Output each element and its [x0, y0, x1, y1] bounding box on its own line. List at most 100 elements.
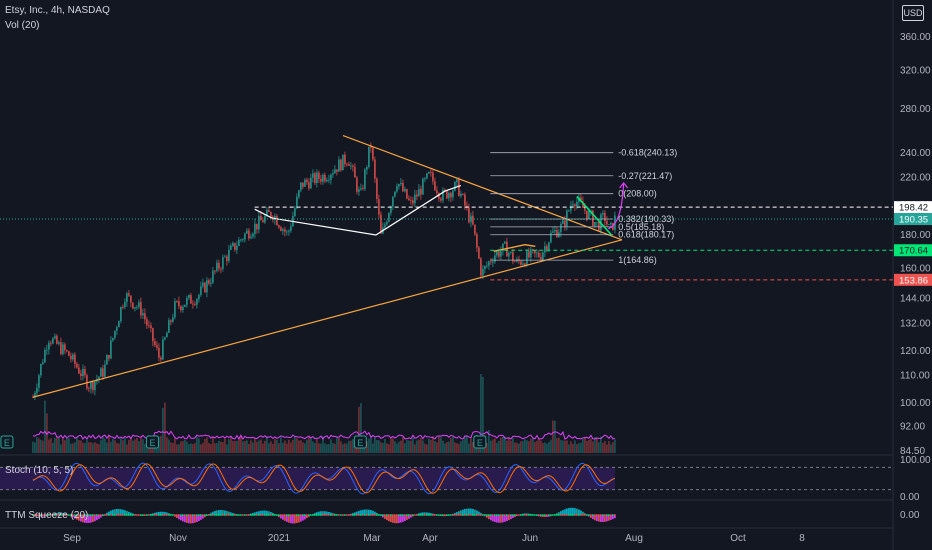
candle-body: [198, 294, 200, 300]
squeeze-dot: [614, 514, 616, 516]
candle-body: [184, 304, 186, 307]
squeeze-dot: [298, 514, 300, 516]
volume-bar: [178, 444, 180, 453]
candle-body: [284, 229, 286, 232]
candle-body: [88, 388, 90, 390]
candle-body: [466, 205, 468, 208]
candle-body: [580, 197, 582, 202]
candle-body: [114, 330, 116, 338]
volume-bar: [292, 439, 294, 453]
squeeze-dot: [72, 514, 74, 516]
squeeze-bar: [190, 515, 192, 524]
candle-body: [394, 191, 396, 197]
volume-bar: [574, 440, 576, 453]
squeeze-dot: [358, 514, 360, 516]
candle-body: [244, 233, 246, 240]
squeeze-bar: [182, 515, 184, 522]
squeeze-bar: [260, 510, 262, 516]
squeeze-bar: [230, 512, 232, 516]
squeeze-dot: [460, 514, 462, 516]
volume-bar: [446, 442, 448, 453]
squeeze-dot: [92, 514, 94, 516]
volume-bar: [268, 443, 270, 453]
squeeze-dot: [514, 514, 516, 516]
candle-body: [294, 208, 296, 217]
squeeze-dot: [104, 514, 106, 516]
volume-bar: [290, 442, 292, 453]
volume-bar: [338, 437, 340, 453]
candle-body: [340, 159, 342, 171]
candle-body: [162, 339, 164, 360]
squeeze-dot: [326, 514, 328, 516]
squeeze-dot: [280, 514, 282, 516]
candle-body: [42, 362, 44, 365]
currency-button[interactable]: USD: [902, 5, 924, 21]
squeeze-bar: [600, 515, 602, 522]
squeeze-bar: [570, 507, 572, 516]
squeeze-bar: [120, 509, 122, 516]
squeeze-dot: [414, 514, 416, 516]
squeeze-bar: [564, 509, 566, 516]
candle-body: [528, 251, 530, 258]
volume-bar: [522, 440, 524, 453]
squeeze-dot: [536, 514, 538, 516]
volume-bar: [440, 437, 442, 453]
squeeze-bar: [216, 510, 218, 516]
candle-body: [502, 243, 504, 252]
volume-bar: [402, 436, 404, 453]
squeeze-dot: [446, 514, 448, 516]
squeeze-dot: [398, 514, 400, 516]
squeeze-dot: [274, 514, 276, 516]
squeeze-dot: [372, 514, 374, 516]
volume-bar: [494, 438, 496, 453]
squeeze-dot: [408, 514, 410, 516]
squeeze-bar: [466, 508, 468, 516]
candle-body: [544, 246, 546, 253]
candle-body: [538, 252, 540, 258]
volume-bar: [304, 443, 306, 453]
squeeze-dot: [152, 514, 154, 516]
volume-bar: [230, 436, 232, 453]
squeeze-bar: [396, 515, 398, 524]
candle-body: [492, 261, 494, 263]
volume-bar: [110, 441, 112, 453]
squeeze-bar: [372, 510, 374, 516]
squeeze-bar: [406, 515, 408, 520]
volume-bar: [426, 444, 428, 453]
squeeze-dot: [416, 514, 418, 516]
candle-body: [522, 263, 524, 265]
volume-bar: [318, 443, 320, 453]
volume-bar: [90, 442, 92, 453]
squeeze-dot: [586, 514, 588, 516]
candle-body: [112, 337, 114, 341]
volume-bar: [482, 376, 484, 453]
squeeze-dot: [294, 514, 296, 516]
squeeze-bar: [488, 515, 490, 520]
squeeze-dot: [366, 514, 368, 516]
candle-body: [176, 301, 178, 303]
volume-bar: [548, 442, 550, 453]
candle-body: [348, 164, 350, 166]
squeeze-bar: [298, 515, 300, 523]
squeeze-bar: [514, 515, 516, 518]
volume-bar: [370, 437, 372, 453]
volume-bar: [544, 442, 546, 453]
squeeze-bar: [316, 512, 318, 516]
squeeze-bar: [612, 515, 614, 520]
volume-bar: [524, 438, 526, 453]
volume-bar: [262, 443, 264, 453]
volume-bar: [594, 437, 596, 453]
price-tick-label: 92.00: [900, 422, 925, 433]
volume-bar: [112, 438, 114, 453]
squeeze-bar: [280, 515, 282, 519]
squeeze-bar: [318, 511, 320, 516]
squeeze-dot: [248, 514, 250, 516]
squeeze-dot: [164, 514, 166, 516]
squeeze-dot: [538, 514, 540, 516]
volume-bar: [528, 441, 530, 453]
squeeze-dot: [180, 514, 182, 516]
candle-body: [542, 252, 544, 260]
squeeze-dot: [478, 514, 480, 516]
volume-bar: [602, 442, 604, 453]
